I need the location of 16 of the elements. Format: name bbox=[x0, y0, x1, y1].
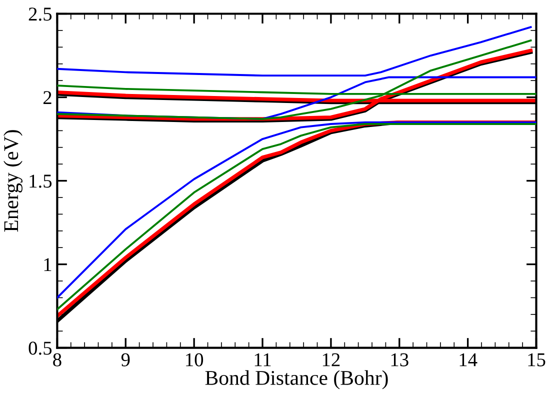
y-tick-label: 2.5 bbox=[28, 8, 52, 21]
y-axis-title: Energy (eV) bbox=[4, 130, 22, 232]
x-axis-title: Bond Distance (Bohr) bbox=[205, 370, 388, 390]
x-tick-label: 8 bbox=[53, 353, 62, 366]
line-series bbox=[57, 26, 532, 77]
x-tick-label: 13 bbox=[391, 353, 408, 366]
x-tick-label: 12 bbox=[322, 353, 340, 366]
x-tick-label: 14 bbox=[460, 353, 478, 366]
x-tick-label: 9 bbox=[121, 353, 130, 366]
y-tick-label: 1.5 bbox=[30, 174, 52, 188]
x-tick-label: 15 bbox=[528, 353, 546, 366]
y-tick-label: 1 bbox=[44, 258, 52, 272]
y-tick-label: 0.5 bbox=[28, 342, 52, 355]
x-tick-label: 10 bbox=[186, 353, 204, 366]
x-tick-label: 11 bbox=[254, 353, 271, 366]
y-tick-label: 2 bbox=[43, 91, 52, 104]
